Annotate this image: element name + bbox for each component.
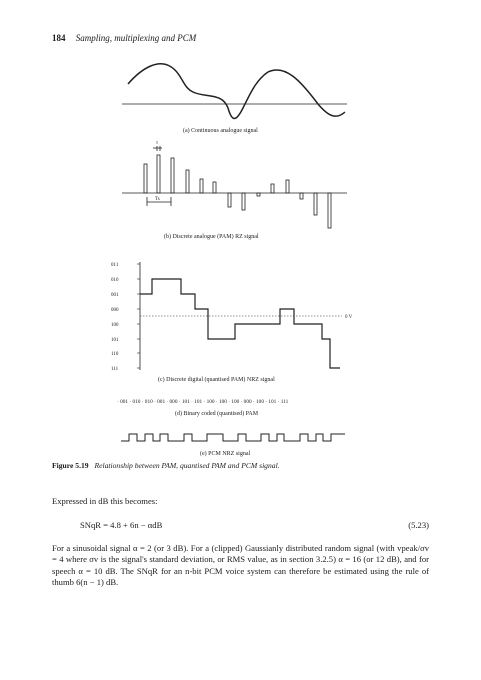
paragraph-body: For a sinusoidal signal α = 2 (or 3 dB).… [52,543,429,588]
pcm-nrz-waveform [121,433,345,442]
pam-pulse [212,181,217,194]
equation-expression: SNqR = 4.8 + 6n − αdB [80,520,163,530]
zero-volt-label: 0 V [345,315,353,320]
level-label: 000 [111,308,119,313]
panel-d-caption: (d) Binary coded (quantised) PAM [175,410,259,417]
figure-caption: Figure 5.19 Relationship between PAM, qu… [52,461,280,470]
pam-pulse [241,192,246,211]
ts-label: Ts [155,197,160,202]
figure-label: Figure 5.19 [52,461,89,470]
analogue-waveform [127,63,346,120]
tau-label: τ [156,141,158,146]
level-label: 010 [111,278,119,283]
pam-pulse [185,169,190,194]
pam-pulse [156,154,161,194]
pam-pulse [199,178,204,194]
pam-pulse [227,192,232,208]
panel-c-caption: (c) Discrete digital (quantised PAM) NRZ… [158,376,275,383]
page-header: 184 Sampling, multiplexing and PCM [52,33,196,43]
panel-e-caption: (e) PCM NRZ signal [200,450,250,457]
running-title: Sampling, multiplexing and PCM [75,33,197,43]
equation-number: (5.23) [408,520,429,530]
pam-pulse [256,192,261,197]
figure-5-19: (a) Continuous analogue signal τ Ts (b) … [111,63,353,457]
pam-pulse [299,192,304,200]
paragraph-intro: Expressed in dB this becomes: [52,496,158,506]
figure-caption-text: Relationship between PAM, quantised PAM … [94,461,280,470]
panel-a-caption: (a) Continuous analogue signal [183,127,258,134]
level-label: 011 [111,263,119,268]
pam-pulse [327,192,332,229]
pam-pulse [170,157,175,194]
quantised-nrz-waveform [140,278,340,369]
level-label: 110 [111,352,119,357]
level-label: 100 [111,323,119,328]
panel-a: (a) Continuous analogue signal [122,63,347,134]
pam-pulse [143,163,148,194]
page-number: 184 [52,33,66,43]
pam-pulse [270,183,275,194]
pam-pulse [285,179,290,194]
equation-5-23: SNqR = 4.8 + 6n − αdB (5.23) [80,520,429,530]
level-label: 101 [111,338,119,343]
level-ticks [137,263,140,369]
panel-c: 011 010 001 000 100 101 110 111 0 V (c) … [111,262,353,383]
panel-b-caption: (b) Discrete analogue (PAM) RZ signal [164,233,259,240]
panel-b [122,146,347,229]
level-label: 001 [111,293,119,298]
panel-d-codes: · 001 · 010 · 010 · 001 · 000 · 101 · 10… [117,399,289,405]
level-label: 111 [111,367,119,372]
pam-pulse [313,192,318,216]
